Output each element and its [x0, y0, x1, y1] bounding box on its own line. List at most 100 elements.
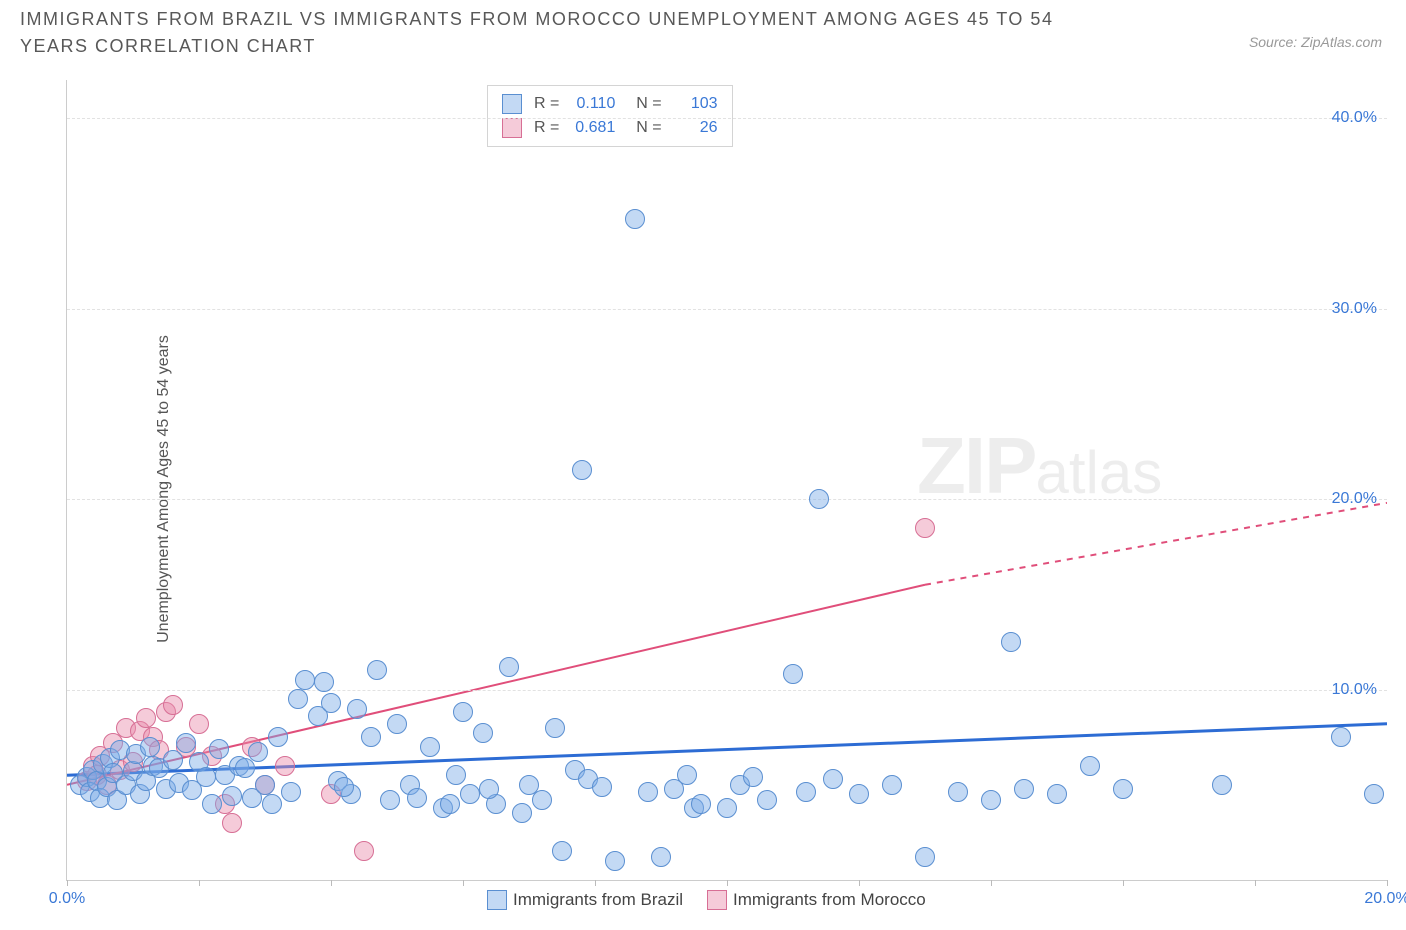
data-point-brazil	[479, 779, 499, 799]
data-point-brazil	[196, 767, 216, 787]
y-tick-label: 30.0%	[1332, 300, 1377, 318]
swatch-morocco	[502, 118, 522, 138]
data-point-brazil	[176, 733, 196, 753]
data-point-brazil	[691, 794, 711, 814]
watermark-zip: ZIP	[917, 421, 1035, 510]
data-point-brazil	[882, 775, 902, 795]
gridline	[67, 499, 1387, 500]
swatch-brazil	[502, 94, 522, 114]
legend-label-brazil: Immigrants from Brazil	[513, 890, 683, 910]
data-point-brazil	[948, 782, 968, 802]
x-tick	[463, 880, 464, 886]
data-point-brazil	[347, 699, 367, 719]
source-name: ZipAtlas.com	[1301, 34, 1382, 50]
x-tick	[1387, 880, 1388, 886]
header: IMMIGRANTS FROM BRAZIL VS IMMIGRANTS FRO…	[20, 6, 1386, 60]
data-point-brazil	[1212, 775, 1232, 795]
data-point-brazil	[849, 784, 869, 804]
x-tick	[1123, 880, 1124, 886]
data-point-brazil	[532, 790, 552, 810]
gridline	[67, 118, 1387, 119]
data-point-brazil	[473, 723, 493, 743]
y-tick-label: 40.0%	[1332, 109, 1377, 127]
data-point-brazil	[295, 670, 315, 690]
y-tick-label: 10.0%	[1332, 681, 1377, 699]
data-point-brazil	[1001, 632, 1021, 652]
data-point-morocco	[275, 756, 295, 776]
data-point-brazil	[572, 460, 592, 480]
data-point-brazil	[625, 209, 645, 229]
data-point-brazil	[140, 737, 160, 757]
data-point-morocco	[354, 841, 374, 861]
data-point-brazil	[499, 657, 519, 677]
chart-container: Unemployment Among Ages 45 to 54 years Z…	[20, 80, 1390, 900]
series-legend: Immigrants from Brazil Immigrants from M…	[487, 890, 926, 910]
x-tick	[199, 880, 200, 886]
data-point-brazil	[717, 798, 737, 818]
data-point-brazil	[440, 794, 460, 814]
data-point-brazil	[545, 718, 565, 738]
data-point-brazil	[677, 765, 697, 785]
data-point-brazil	[743, 767, 763, 787]
data-point-brazil	[809, 489, 829, 509]
legend-item-brazil: Immigrants from Brazil	[487, 890, 683, 910]
swatch-morocco	[707, 890, 727, 910]
scatter-plot: ZIPatlas R = 0.110 N = 103 R = 0.681 N =…	[66, 80, 1387, 881]
data-point-brazil	[1364, 784, 1384, 804]
r-label: R =	[534, 119, 559, 137]
chart-title: IMMIGRANTS FROM BRAZIL VS IMMIGRANTS FRO…	[20, 6, 1120, 60]
data-point-brazil	[823, 769, 843, 789]
data-point-brazil	[552, 841, 572, 861]
x-tick-label: 0.0%	[49, 890, 85, 908]
data-point-morocco	[189, 714, 209, 734]
data-point-morocco	[222, 813, 242, 833]
data-point-brazil	[512, 803, 532, 823]
x-tick	[67, 880, 68, 886]
n-value-brazil: 103	[670, 95, 718, 113]
r-label: R =	[534, 95, 559, 113]
data-point-brazil	[387, 714, 407, 734]
data-point-brazil	[255, 775, 275, 795]
source-prefix: Source:	[1249, 34, 1301, 50]
data-point-brazil	[605, 851, 625, 871]
data-point-morocco	[136, 708, 156, 728]
x-tick	[727, 880, 728, 886]
x-tick	[859, 880, 860, 886]
y-tick-label: 20.0%	[1332, 490, 1377, 508]
swatch-brazil	[487, 890, 507, 910]
data-point-brazil	[1113, 779, 1133, 799]
data-point-brazil	[460, 784, 480, 804]
data-point-brazil	[651, 847, 671, 867]
data-point-brazil	[453, 702, 473, 722]
x-tick	[991, 880, 992, 886]
n-label: N =	[627, 119, 661, 137]
data-point-brazil	[420, 737, 440, 757]
data-point-brazil	[981, 790, 1001, 810]
data-point-brazil	[446, 765, 466, 785]
legend-row-morocco: R = 0.681 N = 26	[502, 116, 718, 140]
x-tick	[331, 880, 332, 886]
data-point-brazil	[163, 750, 183, 770]
data-point-brazil	[757, 790, 777, 810]
data-point-brazil	[1331, 727, 1351, 747]
data-point-brazil	[783, 664, 803, 684]
n-label: N =	[627, 95, 661, 113]
data-point-brazil	[367, 660, 387, 680]
data-point-brazil	[638, 782, 658, 802]
gridline	[67, 690, 1387, 691]
r-value-morocco: 0.681	[567, 119, 615, 137]
watermark-atlas: atlas	[1035, 439, 1162, 506]
data-point-brazil	[262, 794, 282, 814]
x-tick	[1255, 880, 1256, 886]
data-point-brazil	[288, 689, 308, 709]
data-point-brazil	[592, 777, 612, 797]
regression-lines	[67, 80, 1387, 880]
data-point-morocco	[163, 695, 183, 715]
data-point-brazil	[1047, 784, 1067, 804]
legend-row-brazil: R = 0.110 N = 103	[502, 92, 718, 116]
n-value-morocco: 26	[670, 119, 718, 137]
legend-item-morocco: Immigrants from Morocco	[707, 890, 926, 910]
data-point-morocco	[915, 518, 935, 538]
data-point-brazil	[334, 777, 354, 797]
legend-label-morocco: Immigrants from Morocco	[733, 890, 926, 910]
